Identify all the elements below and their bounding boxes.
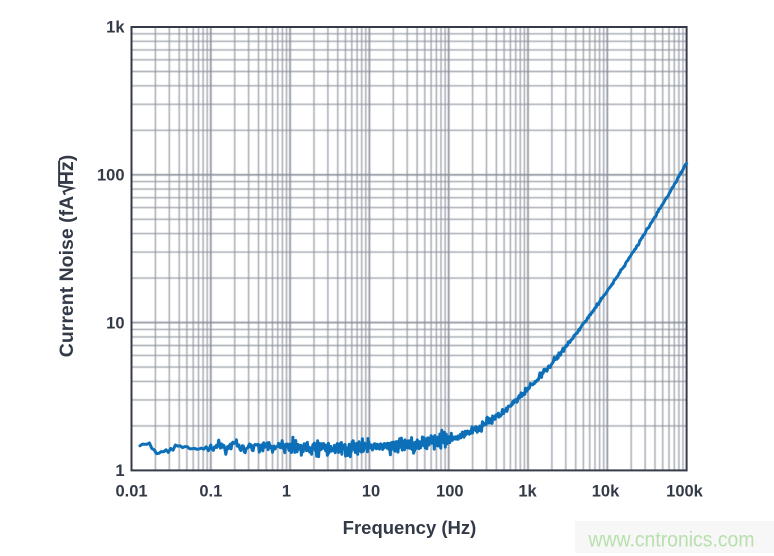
svg-text:100: 100 [436, 483, 464, 501]
svg-text:0.01: 0.01 [115, 483, 147, 501]
svg-text:1: 1 [115, 462, 124, 480]
svg-text:10k: 10k [592, 483, 620, 501]
svg-text:1k: 1k [518, 483, 537, 501]
svg-text:0.1: 0.1 [199, 483, 222, 501]
svg-text:Frequency (Hz): Frequency (Hz) [343, 517, 477, 538]
svg-text:1: 1 [282, 483, 291, 501]
svg-text:100: 100 [97, 167, 125, 185]
svg-text:Current Noise (fA√Hz): Current Noise (fA√Hz) [56, 155, 78, 357]
svg-text:10: 10 [106, 315, 124, 333]
svg-text:100k: 100k [666, 483, 704, 501]
svg-text:1k: 1k [106, 19, 125, 37]
svg-text:10: 10 [362, 483, 380, 501]
svg-text:www.cntronics.com: www.cntronics.com [588, 529, 755, 552]
